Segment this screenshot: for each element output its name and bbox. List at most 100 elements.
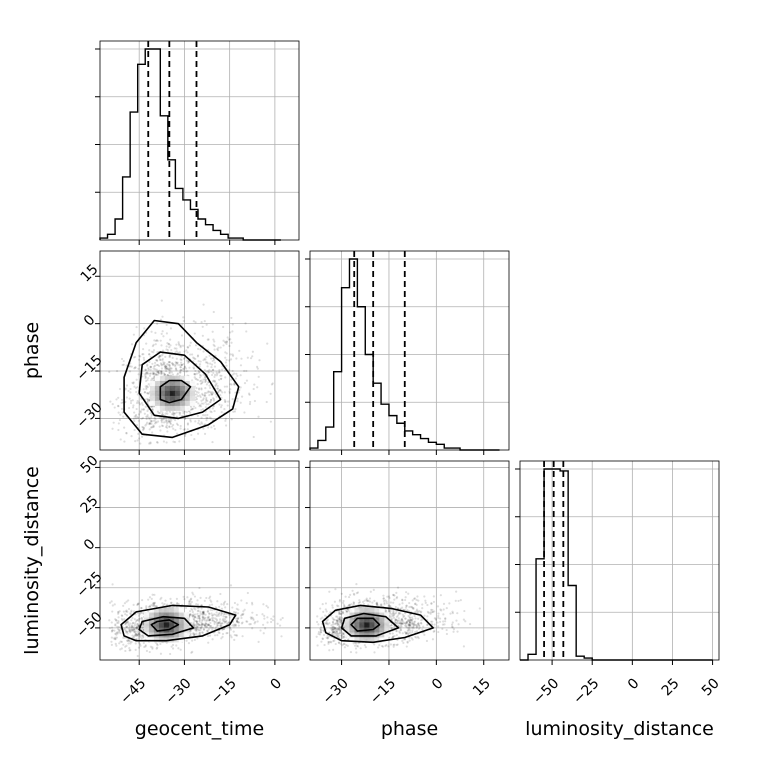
scatter-point <box>218 620 221 623</box>
scatter-point <box>195 632 198 636</box>
scatter-point <box>195 390 198 393</box>
scatter-point <box>150 416 153 419</box>
scatter-point <box>144 644 147 647</box>
scatter-point <box>136 439 139 442</box>
scatter-point <box>389 632 392 635</box>
scatter-point <box>196 625 199 628</box>
scatter-point <box>207 615 210 618</box>
scatter-point <box>211 440 214 444</box>
density-cell <box>369 617 375 623</box>
scatter-point <box>404 632 408 635</box>
scatter-point <box>118 610 121 613</box>
scatter-point <box>236 617 239 620</box>
scatter-point <box>152 377 156 380</box>
scatter-point <box>217 371 221 374</box>
scatter-point <box>151 431 154 434</box>
scatter-point <box>131 406 135 409</box>
scatter-point <box>133 622 137 625</box>
scatter-point <box>155 368 158 371</box>
density-cell <box>148 627 155 633</box>
scatter-point <box>148 442 151 445</box>
scatter-point <box>339 620 342 623</box>
scatter-point <box>355 583 358 586</box>
scatter-point <box>194 396 198 399</box>
density-cell <box>149 400 156 406</box>
scatter-point <box>346 644 349 647</box>
scatter-point <box>430 602 433 605</box>
density-cell <box>374 632 380 638</box>
scatter-point <box>152 405 155 408</box>
scatter-point <box>168 371 171 374</box>
scatter-point <box>235 634 239 637</box>
scatter-point <box>208 386 212 390</box>
scatter-point <box>436 621 439 624</box>
scatter-point <box>246 356 249 359</box>
scatter-point <box>150 405 153 408</box>
scatter-point <box>229 634 232 637</box>
scatter-point <box>392 643 395 647</box>
scatter-point <box>146 385 149 389</box>
scatter-point <box>148 422 151 425</box>
scatter-point <box>209 595 212 598</box>
scatter-point <box>193 618 196 621</box>
scatter-point <box>199 360 202 363</box>
density-cell <box>154 395 161 401</box>
scatter-point <box>344 595 347 598</box>
scatter-point <box>172 440 175 443</box>
scatter-point <box>348 603 351 606</box>
scatter-point <box>203 625 207 628</box>
scatter-point <box>437 616 440 619</box>
scatter-point <box>177 342 180 345</box>
scatter-point <box>119 438 122 441</box>
scatter-point <box>365 597 368 600</box>
scatter-point <box>436 605 440 608</box>
scatter-point <box>326 637 330 640</box>
panel-frame <box>309 460 510 661</box>
scatter-point <box>137 619 141 622</box>
scatter-point <box>136 634 140 637</box>
scatter-point <box>340 634 343 637</box>
density-cell <box>178 612 185 618</box>
scatter-point <box>349 650 353 654</box>
scatter-point <box>174 361 177 364</box>
scatter-point <box>150 420 154 423</box>
scatter-point <box>249 623 252 626</box>
scatter-point <box>334 630 337 633</box>
scatter-point <box>210 373 214 377</box>
scatter-point <box>155 339 158 342</box>
scatter-point <box>340 637 343 640</box>
scatter-point <box>142 426 146 429</box>
scatter-point <box>211 638 214 641</box>
scatter-point <box>121 411 124 414</box>
scatter-point <box>149 442 152 445</box>
density-cell <box>174 400 181 406</box>
scatter-point <box>117 422 120 425</box>
scatter-point <box>202 628 205 631</box>
scatter-point <box>316 644 319 647</box>
scatter-point <box>202 402 205 405</box>
scatter-point <box>175 350 178 353</box>
scatter-point <box>134 417 138 420</box>
scatter-point <box>179 366 182 369</box>
scatter-point <box>335 628 339 631</box>
scatter-point <box>349 593 352 597</box>
scatter-point <box>202 378 205 381</box>
scatter-point <box>220 603 223 606</box>
scatter-point <box>122 604 125 607</box>
scatter-point <box>424 599 427 602</box>
scatter-point <box>216 624 220 627</box>
scatter-point <box>214 627 217 630</box>
scatter-point <box>188 630 191 633</box>
scatter-point <box>188 360 191 363</box>
scatter-point <box>404 598 407 602</box>
scatter-point <box>196 355 199 358</box>
scatter-point <box>315 635 318 638</box>
scatter-point <box>280 635 283 638</box>
scatter-point <box>146 364 149 367</box>
scatter-point <box>202 617 205 621</box>
scatter-point <box>202 611 205 614</box>
scatter-point <box>124 623 127 626</box>
scatter-point <box>332 639 335 643</box>
scatter-point <box>224 376 227 379</box>
scatter-point <box>382 594 385 597</box>
